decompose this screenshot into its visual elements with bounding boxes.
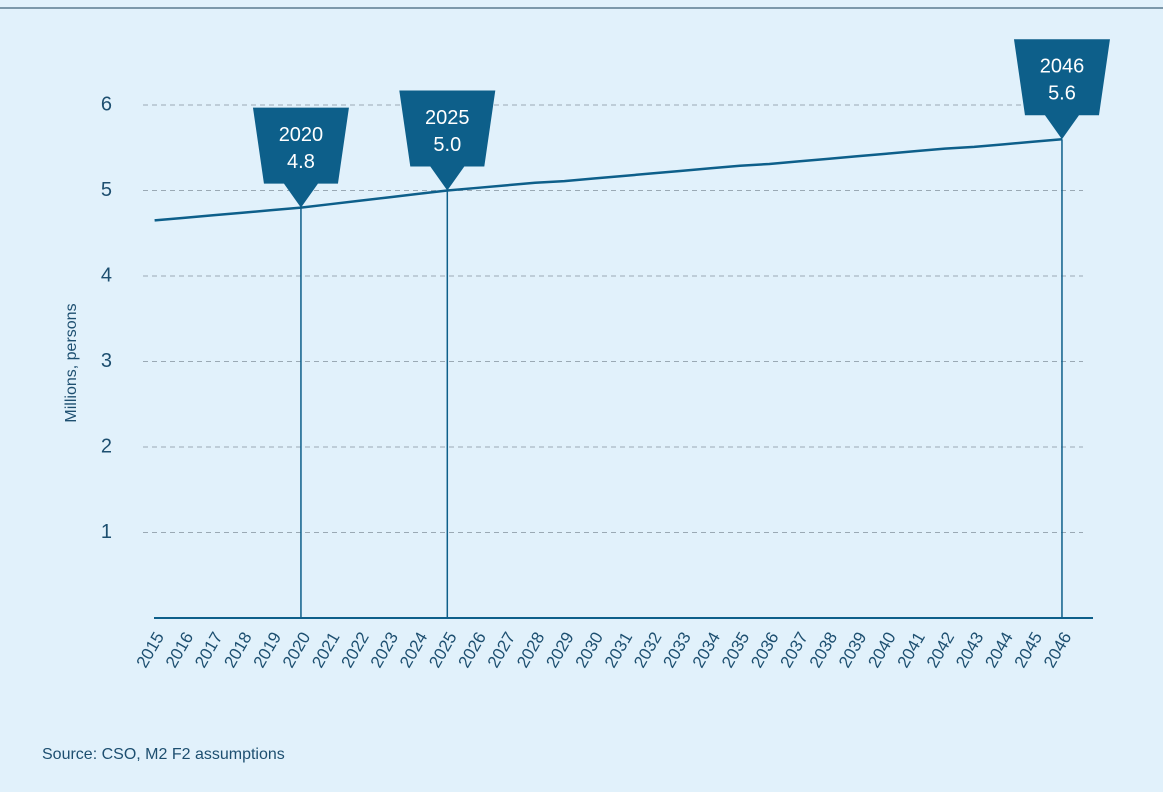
x-tick-label: 2022 — [337, 629, 372, 671]
x-tick-label: 2018 — [220, 629, 255, 671]
x-tick-label: 2034 — [689, 629, 724, 671]
x-tick-label: 2045 — [1011, 629, 1046, 671]
annotation-value: 5.6 — [1048, 82, 1076, 104]
x-tick-label: 2044 — [981, 629, 1016, 671]
x-tick-label: 2017 — [191, 629, 226, 671]
x-tick-label: 2015 — [133, 629, 168, 671]
x-tick-label: 2046 — [1040, 629, 1075, 671]
x-tick-label: 2021 — [308, 629, 343, 671]
x-tick-label: 2028 — [513, 629, 548, 671]
x-tick-label: 2042 — [923, 629, 958, 671]
annotation-box — [399, 90, 496, 191]
x-tick-label: 2036 — [747, 629, 782, 671]
annotation-box — [252, 107, 349, 208]
x-tick-label: 2016 — [162, 629, 197, 671]
annotation-value: 5.0 — [433, 134, 461, 156]
x-tick-label: 2025 — [425, 629, 460, 671]
annotation-year: 2025 — [425, 107, 470, 129]
y-tick-label: 1 — [101, 521, 112, 543]
annotation-box — [1013, 39, 1110, 140]
y-tick-label: 6 — [101, 93, 112, 115]
x-tick-label: 2030 — [572, 629, 607, 671]
x-tick-label: 2019 — [250, 629, 285, 671]
annotation-year: 2046 — [1040, 55, 1085, 77]
x-tick-label: 2039 — [835, 629, 870, 671]
annotation-value: 4.8 — [287, 151, 315, 173]
y-tick-label: 3 — [101, 350, 112, 372]
x-tick-label: 2032 — [630, 629, 665, 671]
y-tick-label: 4 — [101, 264, 112, 286]
y-axis-label: Millions, persons — [63, 303, 80, 422]
y-tick-label: 5 — [101, 179, 112, 201]
x-tick-label: 2023 — [367, 629, 402, 671]
x-tick-label: 2029 — [542, 629, 577, 671]
line-series — [154, 137, 1063, 222]
source: Source: CSO, M2 F2 assumptions — [42, 746, 285, 763]
x-tick-label: 2024 — [396, 629, 431, 671]
x-tick-label: 2035 — [718, 629, 753, 671]
annotation-year: 2020 — [279, 124, 324, 146]
x-tick-label: 2020 — [279, 629, 314, 671]
x-tick-label: 2037 — [777, 629, 812, 671]
y-tick-label: 2 — [101, 435, 112, 457]
x-tick-label: 2038 — [806, 629, 841, 671]
x-tick-label: 2033 — [659, 629, 694, 671]
x-tick-label: 2040 — [864, 629, 899, 671]
x-tick-label: 2031 — [601, 629, 636, 671]
x-tick-label: 2027 — [484, 629, 519, 671]
x-tick-label: 2043 — [952, 629, 987, 671]
x-tick-label: 2026 — [455, 629, 490, 671]
x-tick-label: 2041 — [894, 629, 929, 671]
